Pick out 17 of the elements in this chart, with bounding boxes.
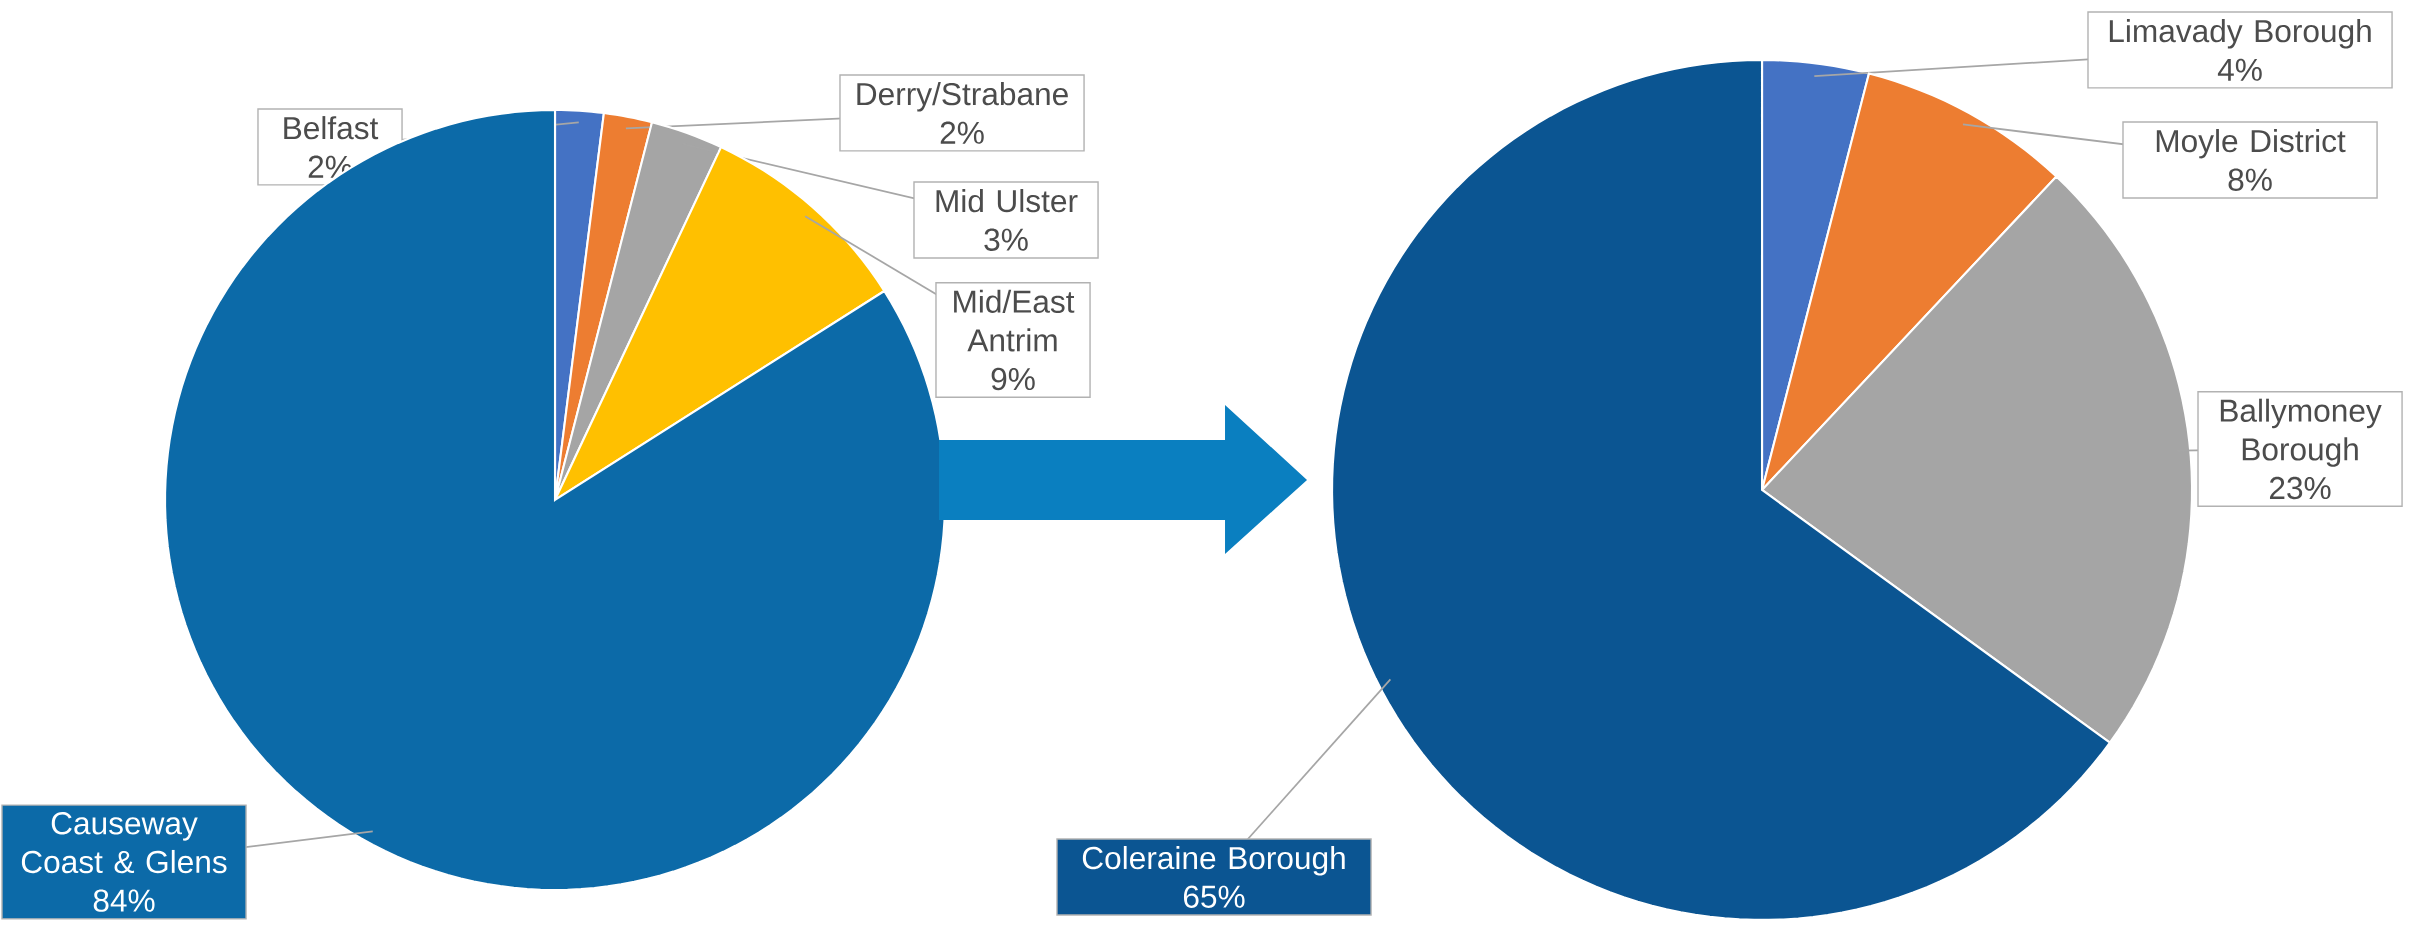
data-label: 9% (991, 367, 1035, 391)
data-label: 23% (2269, 476, 2331, 500)
data-label: 65% (1183, 885, 1245, 908)
slice-label: Limavady Borough (2109, 19, 2371, 49)
slice-label: Moyle District (2156, 129, 2346, 159)
data-label: 3% (984, 228, 1028, 251)
data-label: 84% (93, 889, 155, 912)
slice-label: Coleraine Borough (1082, 846, 1345, 876)
slice-label: Ballymoney Borough (2220, 398, 2382, 467)
slice-label: Derry/Strabane (857, 82, 1068, 112)
slice-label: Mid Ulster (936, 189, 1078, 213)
data-label: 4% (2217, 58, 2262, 81)
slice-label: Mid/East Antrim (954, 289, 1075, 352)
data-label: 2% (940, 121, 984, 144)
slice-label: Causeway Coast & Glens (21, 812, 227, 874)
data-label: 8% (2228, 168, 2272, 191)
slice-label: Belfast (284, 116, 379, 140)
